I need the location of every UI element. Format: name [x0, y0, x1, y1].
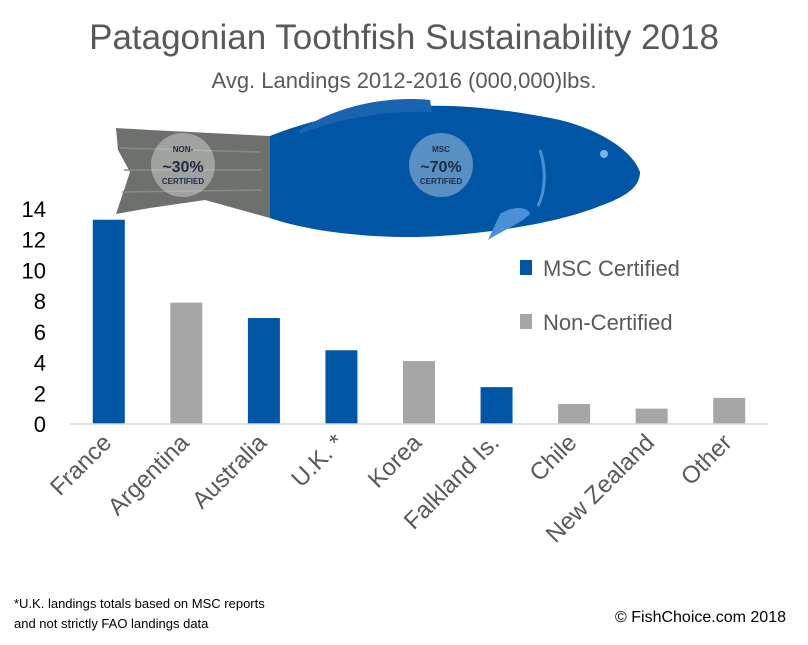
- y-tick-label: 10: [22, 258, 46, 283]
- non-badge-line2: ~30%: [162, 159, 203, 176]
- msc-certified-badge: [409, 133, 473, 197]
- footnote: *U.K. landings totals based on MSC repor…: [14, 594, 265, 634]
- legend-swatch-msc: [520, 260, 532, 275]
- y-axis: 0 2 4 6 8 10 12 14: [22, 197, 46, 437]
- bar: [635, 408, 668, 424]
- msc-badge-line1: MSC: [432, 145, 450, 154]
- x-tick-label: Australia: [187, 429, 273, 515]
- bar: [480, 387, 513, 424]
- chart-title: Patagonian Toothfish Sustainability 2018: [89, 18, 719, 57]
- toothfish-icon: NON- ~30% CERTIFIED MSC ~70% CERTIFIED: [116, 99, 640, 240]
- x-tick-label: France: [45, 429, 117, 501]
- x-tick-label: Other: [676, 429, 738, 491]
- chart-subtitle: Avg. Landings 2012-2016 (000,000)lbs.: [211, 68, 597, 93]
- footnote-line1: *U.K. landings totals based on MSC repor…: [14, 596, 265, 611]
- legend-swatch-non: [520, 314, 532, 329]
- x-tick-label: Argentina: [103, 429, 195, 521]
- bar: [247, 318, 280, 424]
- bar: [558, 404, 591, 424]
- y-tick-label: 4: [34, 351, 46, 376]
- footnote-line2: and not strictly FAO landings data: [14, 616, 209, 631]
- bar: [92, 219, 125, 424]
- bar: [713, 397, 746, 424]
- bar: [325, 350, 358, 424]
- copyright: © FishChoice.com 2018: [615, 609, 786, 626]
- non-certified-badge: [151, 133, 215, 197]
- bars: [92, 219, 746, 424]
- y-tick-label: 6: [34, 320, 46, 345]
- y-tick-label: 0: [34, 412, 46, 437]
- y-tick-label: 2: [34, 381, 46, 406]
- legend: MSC Certified Non-Certified: [520, 256, 680, 335]
- y-tick-label: 8: [34, 289, 46, 314]
- bar: [170, 302, 203, 424]
- legend-label-non: Non-Certified: [543, 310, 673, 335]
- y-tick-label: 14: [22, 197, 46, 222]
- y-tick-label: 12: [22, 228, 46, 253]
- legend-label-msc: MSC Certified: [543, 256, 680, 281]
- x-tick-label: Chile: [525, 429, 583, 487]
- msc-badge-line3: CERTIFIED: [420, 177, 462, 186]
- non-badge-line3: CERTIFIED: [162, 177, 204, 186]
- non-badge-line1: NON-: [173, 145, 194, 154]
- bar: [403, 361, 435, 424]
- msc-badge-line2: ~70%: [420, 159, 461, 176]
- x-tick-label: U.K. *: [286, 429, 349, 492]
- x-tick-label: Korea: [363, 429, 428, 494]
